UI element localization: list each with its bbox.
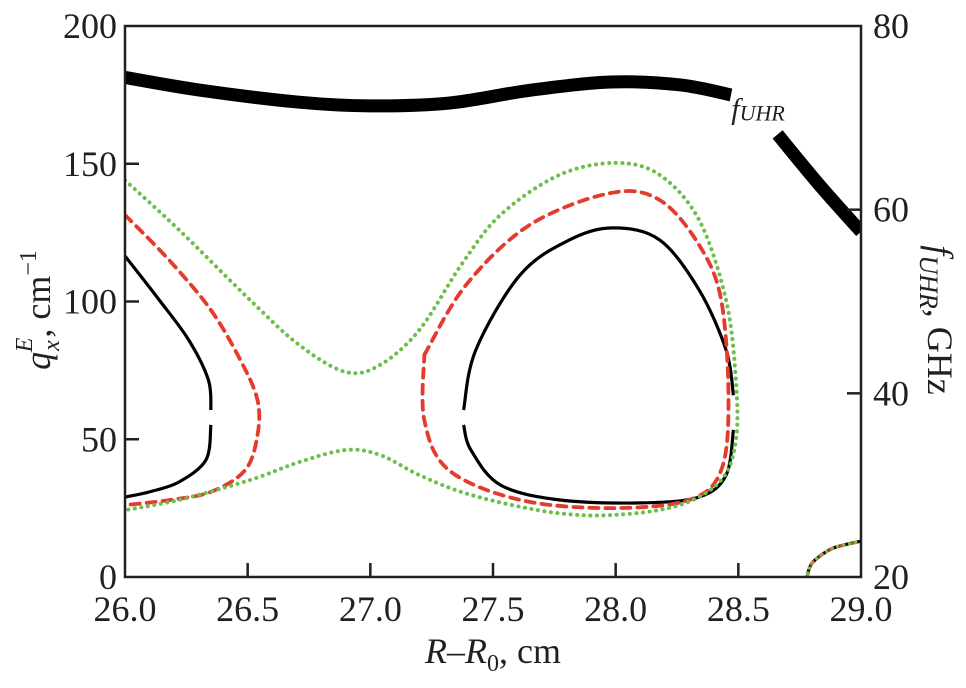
curve-dashed-left-segment-0	[125, 213, 262, 507]
x-tick-label: 26.5	[216, 589, 279, 629]
x-label-sub: 0	[487, 651, 499, 677]
y2-tick-label: 40	[873, 373, 909, 413]
x-tick-label: 27.0	[339, 589, 402, 629]
x-label-unit: , cm	[499, 631, 561, 671]
curve-f_UHR-segment-0	[125, 70, 733, 113]
curves-layer	[125, 70, 861, 577]
y-tick-label: 100	[63, 282, 117, 322]
series-solid-left	[125, 255, 213, 499]
curve-solid-right-loop-segment-1	[462, 424, 735, 505]
y-tick-label: 50	[81, 419, 117, 459]
series-corner-curve	[805, 539, 861, 577]
series-f_UHR	[125, 70, 861, 237]
x-label-dash: –	[446, 631, 466, 671]
fuhr-annotation: fUHR	[731, 92, 785, 125]
y2-label-sub: UHR	[914, 255, 943, 309]
x-tick-label: 27.5	[462, 589, 525, 629]
ticks-layer	[125, 162, 861, 577]
y-axis-label: qxE, cm−1	[12, 250, 65, 370]
y-label-q: q	[18, 352, 58, 370]
curve-solid-right-loop-segment-0	[462, 226, 735, 411]
y-tick-label: 150	[63, 144, 117, 184]
series-dashed-right-loop	[420, 189, 731, 511]
y2-tick-label: 80	[873, 6, 909, 46]
y-tick-label: 0	[99, 557, 117, 597]
y2-tick-label: 60	[873, 190, 909, 230]
series-solid-right-loop	[462, 226, 735, 505]
x-label-r: R	[424, 631, 447, 671]
y2-tick-label: 20	[873, 557, 909, 597]
annotation-sub: UHR	[740, 100, 786, 125]
x-axis-label: R–R0, cm	[424, 631, 561, 677]
curve-dotted-outer-segment-0	[125, 160, 740, 518]
y2-axis-label: fUHR, GHz	[914, 245, 960, 394]
curve-corner-curve-segment-0-layer-1	[805, 539, 861, 577]
curve-f_UHR-segment-1	[772, 130, 861, 237]
y-label-unit-sup: −1	[16, 250, 42, 276]
curve-corner-curve-segment-0-layer-2	[805, 539, 861, 577]
y-label-unit: , cm	[18, 276, 58, 338]
x-tick-label: 29.0	[830, 589, 893, 629]
y-label-sub: x	[39, 340, 65, 352]
x-tick-label: 28.5	[707, 589, 770, 629]
series-group	[125, 70, 861, 577]
series-dashed-left	[125, 213, 262, 507]
curve-solid-left-segment-0	[125, 255, 213, 411]
x-label-r0: R	[464, 631, 487, 671]
x-tick-label: 28.0	[584, 589, 647, 629]
y-label-sup: E	[12, 337, 38, 353]
curve-dashed-right-loop-segment-0	[420, 189, 731, 511]
series-dotted-outer	[125, 160, 740, 518]
tick-labels-layer: 26.0 26.5 27.0 27.5 28.0 28.5 29.0 0 50 100 150 200…	[63, 6, 909, 629]
y-tick-label: 200	[63, 6, 117, 46]
y2-label-unit: , GHz	[920, 309, 960, 395]
curve-solid-left-segment-1	[125, 424, 213, 499]
x-tick-label: 26.0	[94, 589, 157, 629]
